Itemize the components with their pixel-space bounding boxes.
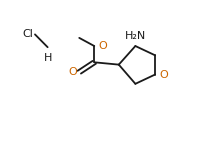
Text: O: O: [68, 67, 77, 77]
Text: Cl: Cl: [22, 29, 33, 39]
Text: O: O: [159, 69, 168, 80]
Text: H₂N: H₂N: [125, 31, 146, 41]
Text: O: O: [98, 41, 107, 51]
Text: H: H: [43, 53, 52, 63]
